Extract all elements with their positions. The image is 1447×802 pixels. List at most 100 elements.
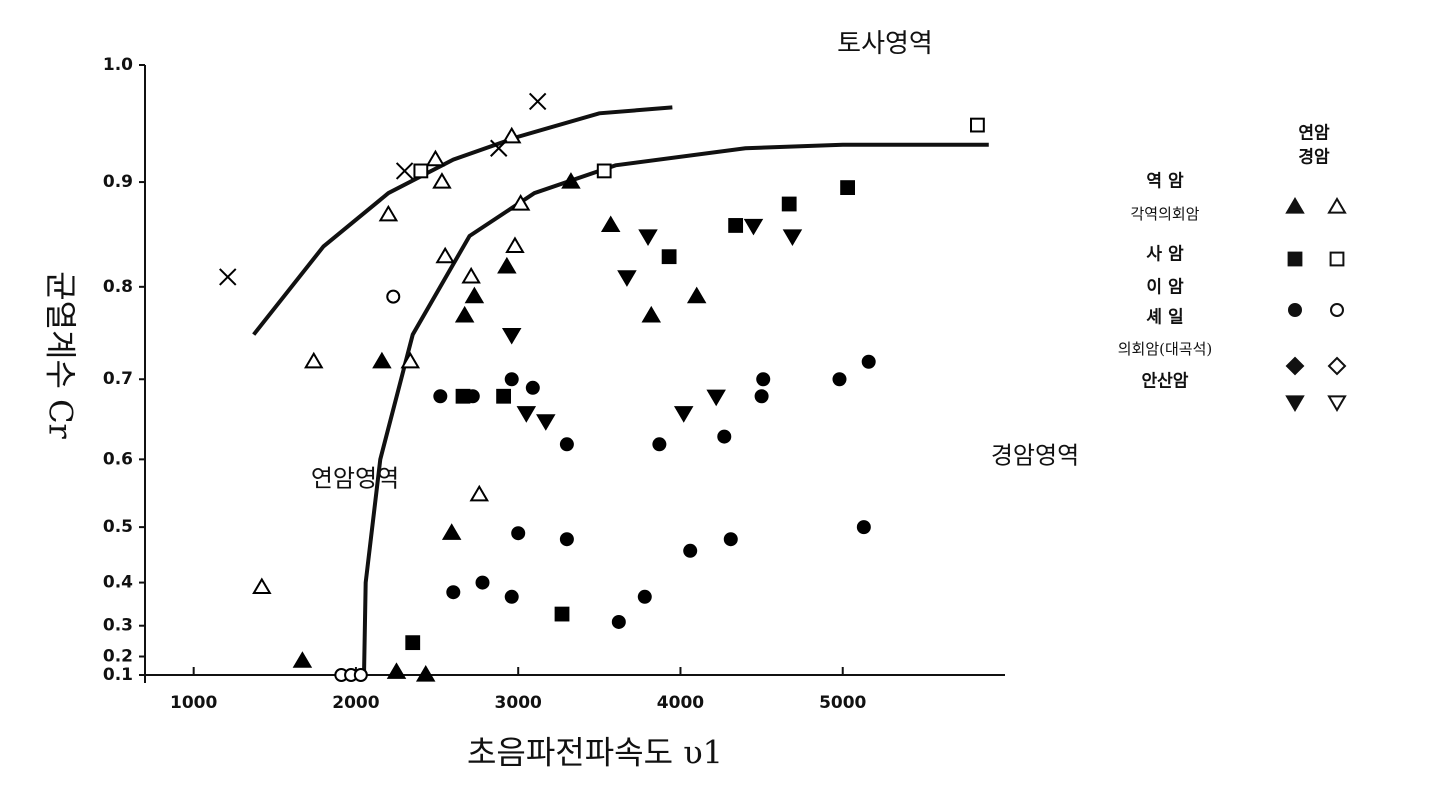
marker xyxy=(673,406,694,423)
marker xyxy=(743,218,764,236)
marker xyxy=(415,665,436,682)
marker xyxy=(425,149,446,167)
marker xyxy=(617,270,637,287)
y-tick-label: 0.9 xyxy=(103,172,133,192)
marker xyxy=(661,249,677,265)
y-tick-label: 0.2 xyxy=(103,647,133,667)
y-tick-label: 0.3 xyxy=(103,616,133,636)
marker xyxy=(832,372,847,387)
marker xyxy=(252,577,272,595)
marker xyxy=(554,606,570,622)
x-tick-label: 2000 xyxy=(332,693,379,713)
marker xyxy=(559,532,574,547)
marker xyxy=(501,126,522,144)
legend-label: 사 암 xyxy=(1146,245,1184,265)
marker xyxy=(395,162,414,180)
annotation: 토사영역 xyxy=(837,29,933,59)
y-tick-label: 0.7 xyxy=(103,369,133,389)
marker xyxy=(386,662,407,679)
boundary-curve xyxy=(252,105,673,336)
marker xyxy=(637,589,652,604)
marker xyxy=(561,172,581,189)
marker xyxy=(1327,356,1347,376)
marker xyxy=(1330,303,1344,317)
marker xyxy=(717,429,732,444)
marker xyxy=(641,305,662,323)
marker xyxy=(304,351,324,369)
y-tick-label: 1.0 xyxy=(103,55,133,75)
marker xyxy=(528,92,547,111)
x-tick-label: 5000 xyxy=(819,693,866,713)
legend-label: 이 암 xyxy=(1146,278,1184,298)
marker xyxy=(1285,395,1305,412)
marker xyxy=(1287,251,1303,267)
y-axis-label: 균열계수 Cr xyxy=(42,271,80,439)
marker xyxy=(754,389,769,404)
marker xyxy=(728,218,744,233)
marker xyxy=(461,266,481,284)
marker xyxy=(504,589,519,604)
marker xyxy=(405,635,421,651)
marker xyxy=(686,286,707,304)
marker xyxy=(454,305,475,323)
marker xyxy=(413,163,429,179)
marker xyxy=(1285,197,1305,214)
legend-label: 셰 일 xyxy=(1146,308,1183,328)
x-tick-label: 3000 xyxy=(495,693,542,713)
y-tick-label: 0.8 xyxy=(103,277,133,297)
annotation: 경암영역 xyxy=(991,442,1079,470)
marker xyxy=(516,406,537,423)
legend-label: 각역의회암 xyxy=(1130,205,1199,223)
annotation: 연암영역 xyxy=(311,465,399,493)
marker xyxy=(469,484,490,502)
marker xyxy=(1285,356,1305,376)
marker xyxy=(683,543,698,558)
legend-label: 안산암 xyxy=(1142,372,1189,392)
marker xyxy=(723,532,738,547)
y-tick-label: 0.1 xyxy=(103,665,133,685)
marker xyxy=(861,354,876,369)
marker xyxy=(706,389,726,407)
marker xyxy=(1288,303,1302,317)
marker xyxy=(781,196,797,212)
marker xyxy=(497,256,517,274)
marker xyxy=(536,414,556,431)
marker xyxy=(1329,251,1345,267)
legend-header: 경암 xyxy=(1298,148,1330,168)
y-tick-label: 0.4 xyxy=(103,573,133,593)
marker xyxy=(490,139,508,157)
marker xyxy=(600,215,621,233)
marker xyxy=(353,668,368,682)
marker xyxy=(386,289,401,304)
marker xyxy=(475,575,490,590)
boundary-curve xyxy=(362,142,989,673)
marker xyxy=(510,194,531,211)
marker xyxy=(638,229,658,246)
marker xyxy=(219,268,237,286)
marker xyxy=(1327,395,1347,412)
marker xyxy=(596,163,612,179)
marker xyxy=(446,585,461,600)
x-axis-label: 초음파전파속도 υ1 xyxy=(467,734,723,772)
marker xyxy=(400,351,421,369)
marker xyxy=(435,246,455,264)
marker xyxy=(378,204,399,222)
marker xyxy=(464,286,485,304)
marker xyxy=(840,180,856,196)
marker xyxy=(652,437,667,452)
marker xyxy=(611,614,626,629)
marker xyxy=(505,236,525,253)
marker xyxy=(970,117,985,133)
marker xyxy=(525,380,540,395)
marker xyxy=(441,523,462,540)
marker xyxy=(756,372,771,387)
x-tick-label: 1000 xyxy=(170,693,217,713)
marker xyxy=(372,351,392,369)
marker xyxy=(501,327,522,345)
marker xyxy=(292,651,313,668)
marker xyxy=(782,229,803,246)
legend-label: 역 암 xyxy=(1146,172,1184,192)
marker xyxy=(511,526,526,541)
